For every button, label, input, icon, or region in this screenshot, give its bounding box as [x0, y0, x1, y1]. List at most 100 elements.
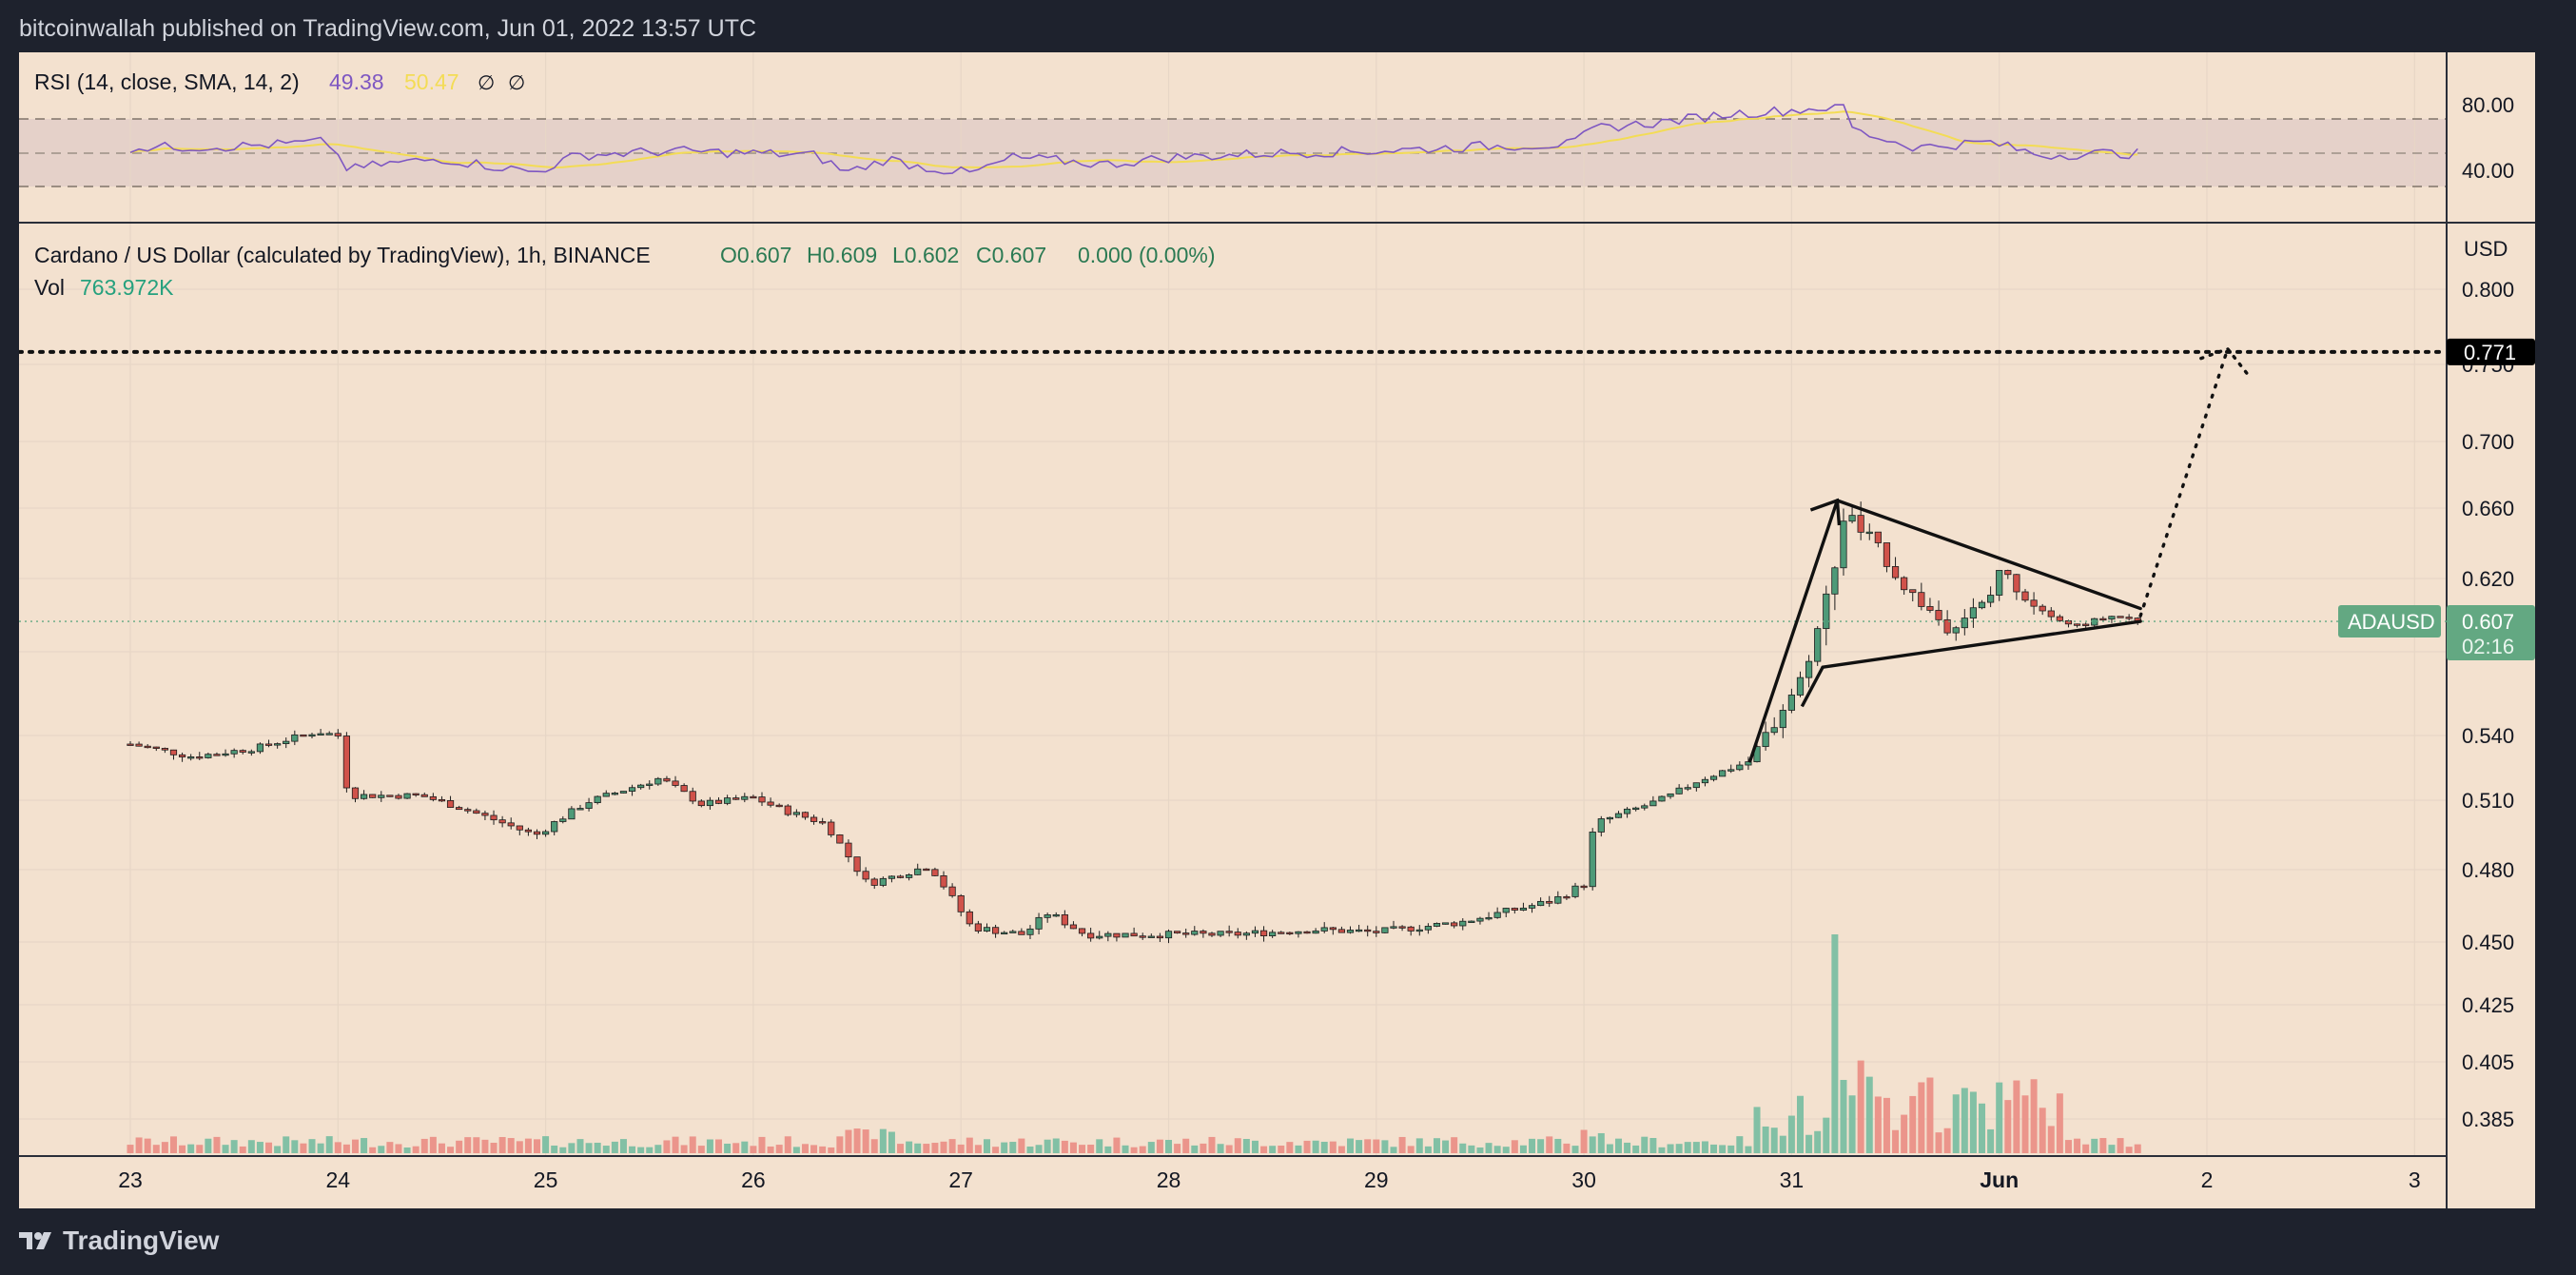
symbol-description[interactable]: Cardano / US Dollar (calculated by Tradi… [34, 243, 651, 267]
volume-bar [1589, 1136, 1596, 1153]
candle-body [1632, 807, 1640, 811]
candle-body [1649, 800, 1657, 807]
candle-body [360, 794, 368, 799]
candle-body [896, 875, 905, 878]
volume-bar [490, 1143, 498, 1153]
volume-bar [1848, 1095, 1856, 1153]
brand-footer[interactable]: TradingView [19, 1226, 219, 1256]
volume-bar [334, 1142, 342, 1153]
volume-bar [308, 1139, 316, 1153]
volume-bar [464, 1137, 472, 1153]
volume-bar [1191, 1145, 1199, 1153]
candle-body [568, 808, 576, 820]
volume-bar [1476, 1147, 1484, 1153]
candle-body [1519, 907, 1528, 911]
candle-body [654, 777, 662, 785]
price-axis-tick: 0.385 [2462, 1108, 2514, 1131]
price-axis-tick: 0.800 [2462, 278, 2514, 302]
volume-bar [948, 1139, 956, 1153]
volume-bar [1805, 1134, 1813, 1153]
candle-body [1770, 727, 1778, 734]
candle-body [680, 785, 688, 793]
candle-body [334, 733, 342, 736]
volume-bar [498, 1137, 506, 1153]
time-axis-labels: 23 24 25 26 27 28 29 30 31 Jun 2 3 [118, 1167, 2420, 1192]
volume-bar [2117, 1138, 2124, 1153]
volume-bar [1632, 1145, 1640, 1153]
volume-bar [1814, 1130, 1822, 1153]
volume-bar [1597, 1132, 1605, 1153]
candle-body [213, 754, 221, 756]
candle-body [438, 798, 446, 802]
volume-bar [1796, 1095, 1804, 1153]
volume-bars [127, 934, 2141, 1153]
candle-body [1026, 928, 1034, 935]
volume-bar [447, 1147, 455, 1153]
chart-canvas[interactable]: RSI (14, close, SMA, 14, 2) 49.38 50.47 … [19, 52, 2535, 1208]
chart-frame[interactable]: RSI (14, close, SMA, 14, 2) 49.38 50.47 … [19, 52, 2535, 1208]
volume-bar [230, 1140, 238, 1153]
candle-body [144, 745, 151, 749]
volume-bar [594, 1142, 601, 1153]
candle-body [1130, 932, 1138, 937]
candle-body [1667, 793, 1674, 797]
volume-bar [1381, 1140, 1389, 1153]
candle-body [767, 801, 774, 806]
price-axis-tick: 0.510 [2462, 789, 2514, 813]
candle-body [1156, 935, 1164, 939]
candle-body [1320, 927, 1328, 932]
candle-body [1259, 930, 1268, 936]
rsi-legend-name: RSI (14, close, SMA, 14, 2) [34, 69, 300, 94]
volume-bar [1511, 1140, 1518, 1153]
candle-body [1537, 900, 1545, 907]
candle-body [187, 756, 195, 759]
candle-body [1623, 808, 1631, 814]
volume-bar [1701, 1141, 1708, 1153]
candle-body [888, 875, 896, 879]
volume-bar [213, 1136, 221, 1153]
volume-bar [1234, 1138, 1241, 1153]
volume-bar [1303, 1140, 1311, 1153]
candle-body [1614, 813, 1623, 818]
projection-arrowhead [2199, 346, 2251, 378]
price-axis-tick: 0.480 [2462, 858, 2514, 882]
volume-bar [144, 1138, 151, 1153]
candle-body [862, 871, 869, 880]
candle-body [386, 794, 394, 797]
candle-body [1719, 770, 1727, 777]
candle-body [750, 795, 757, 799]
target-price-label: 0.771 [2464, 341, 2516, 364]
volume-bar [1658, 1147, 1666, 1153]
volume-bar [135, 1137, 143, 1153]
pennant-pole-line [1748, 499, 1840, 763]
candle-body [1684, 787, 1691, 790]
volume-bar [256, 1142, 263, 1153]
candle-body [1969, 607, 1978, 618]
volume-bar [1692, 1142, 1700, 1153]
volume-bar [629, 1146, 636, 1153]
candle-body [551, 821, 558, 833]
volume-bar [1987, 1128, 1995, 1153]
volume-bar [395, 1144, 402, 1153]
volume-bar [1329, 1141, 1337, 1153]
pole-arrowhead [1809, 498, 1842, 526]
volume-bar [239, 1146, 246, 1153]
candle-body [196, 756, 204, 759]
volume-bar [1667, 1144, 1674, 1153]
price-axis-tick: 0.700 [2462, 430, 2514, 454]
candle-body [2013, 574, 2020, 593]
ohlc-change: 0.000 (0.00%) [1078, 243, 1215, 267]
volume-bar [1961, 1088, 1968, 1153]
volume-bar [1762, 1126, 1769, 1153]
candle-body [412, 793, 420, 795]
volume-bar [1883, 1097, 1890, 1153]
candle-body [464, 809, 472, 812]
last-price-badge [2447, 605, 2535, 661]
volume-bar [801, 1144, 809, 1153]
candle-body [1493, 912, 1501, 918]
pennant-drawings[interactable] [1748, 346, 2251, 763]
candle-body [1217, 931, 1224, 936]
candle-body [845, 842, 852, 858]
candle-body [230, 750, 238, 755]
volume-bar [1130, 1147, 1138, 1153]
